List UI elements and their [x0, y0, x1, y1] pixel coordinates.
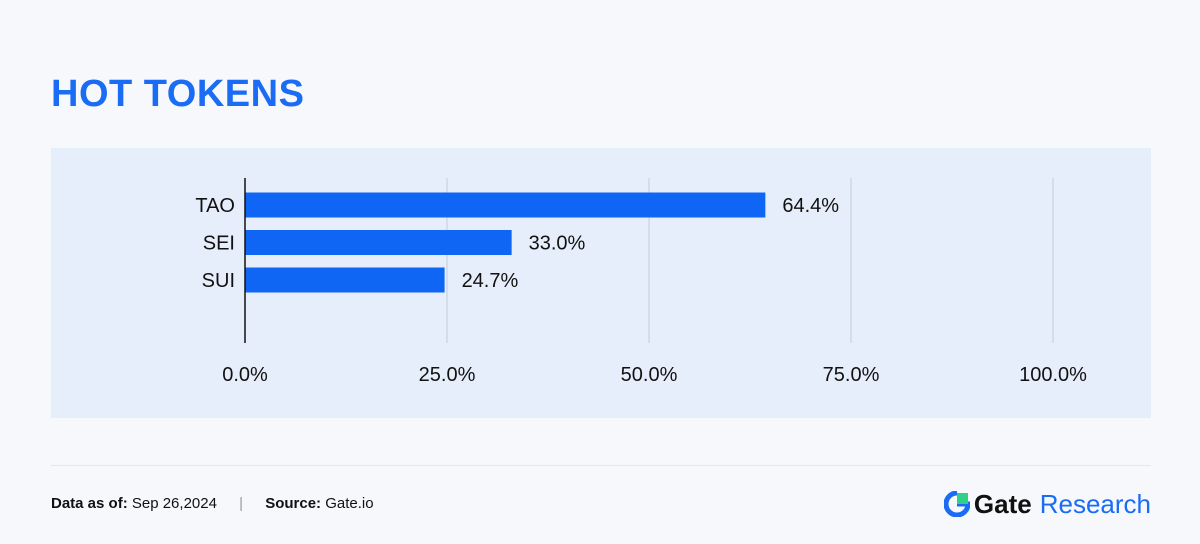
bar-sui	[245, 267, 445, 293]
brand-research: Research	[1039, 489, 1151, 519]
chart-title: HOT TOKENS	[51, 73, 305, 115]
value-label-sei: 33.0%	[529, 233, 586, 255]
footer-separator: |	[239, 495, 244, 512]
category-label-tao: TAO	[195, 195, 235, 217]
value-label-tao: 64.4%	[782, 195, 839, 217]
x-tick-label-0: 0.0%	[222, 364, 268, 386]
x-tick-label-2: 50.0%	[621, 364, 678, 386]
category-label-sei: SEI	[203, 233, 235, 255]
x-tick-label-1: 25.0%	[419, 364, 476, 386]
bar-chart: TAO 64.4% SEI 33.0% SUI 24.7% 0.0% 25.0% 50.0% 75…	[195, 178, 1087, 386]
bar-tao	[245, 192, 766, 218]
bar-sei	[245, 230, 512, 255]
date-label: Data as of:	[51, 495, 128, 512]
source-label: Source:	[265, 495, 322, 512]
date-value: Sep 26,2024	[131, 495, 217, 512]
gate-logo-icon	[943, 491, 970, 517]
x-tick-label-4: 100.0%	[1019, 364, 1087, 386]
source-value: Gate.io	[325, 495, 374, 512]
category-label-sui: SUI	[202, 270, 235, 292]
x-tick-label-3: 75.0%	[823, 364, 880, 386]
brand-gate: Gate	[973, 489, 1032, 519]
footer-meta: Data as of: Sep 26,2024 | Source: Gate.i…	[51, 494, 374, 514]
footer-divider	[51, 465, 1151, 466]
chart-panel: TAO 64.4% SEI 33.0% SUI 24.7% 0.0% 25.0% 50.0% 75…	[51, 148, 1151, 418]
value-label-sui: 24.7%	[462, 270, 519, 292]
brand-logo: Gate Research	[943, 488, 1151, 520]
